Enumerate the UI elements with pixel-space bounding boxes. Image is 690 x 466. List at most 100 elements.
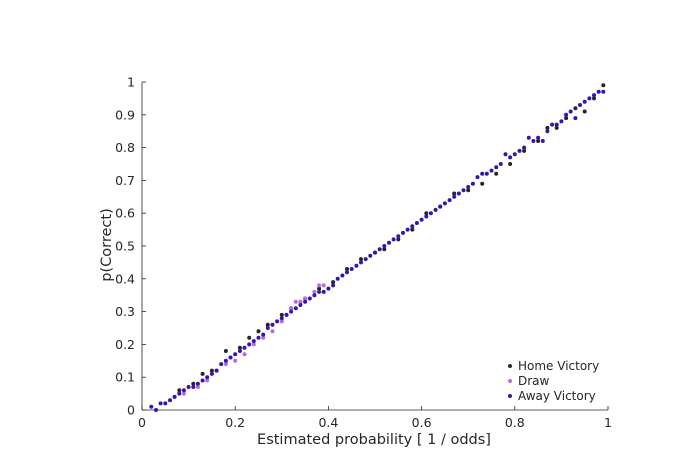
data-point (503, 152, 508, 157)
data-point (149, 404, 154, 409)
x-tick-label: 0.2 (225, 415, 245, 430)
data-point (293, 306, 298, 311)
data-point (568, 109, 573, 114)
data-point (205, 375, 210, 380)
data-point (191, 385, 196, 389)
data-point (373, 250, 377, 255)
data-point (470, 181, 475, 186)
x-tick-label: 0.4 (318, 415, 338, 430)
data-point (247, 342, 252, 347)
data-point (265, 322, 270, 327)
data-point (312, 293, 317, 298)
y-tick-label: 1 (127, 75, 135, 90)
data-point (466, 188, 471, 193)
data-point (186, 385, 191, 389)
axes: 0 0.2 0.4 0.6 0.8 1 0 0.1 0.2 0.3 0.4 0.5 0.6 0.7 0.8 0… (115, 75, 612, 431)
data-point (447, 198, 452, 203)
data-point (168, 398, 172, 403)
data-point (256, 335, 261, 340)
data-point (321, 289, 326, 294)
data-point (578, 103, 582, 107)
legend-label: Draw (518, 374, 550, 388)
data-point (317, 283, 322, 288)
data-point (195, 385, 200, 389)
data-point (424, 214, 429, 219)
data-point (536, 135, 541, 140)
data-point (177, 391, 182, 396)
data-points (149, 83, 606, 412)
data-point (335, 276, 340, 281)
data-point (349, 267, 354, 271)
data-point (265, 326, 270, 330)
data-point (522, 145, 527, 150)
data-point (233, 352, 238, 357)
data-point (484, 171, 489, 176)
data-point (410, 227, 415, 232)
data-point (177, 388, 182, 393)
data-point (237, 349, 242, 353)
data-point (200, 371, 205, 376)
data-point (275, 319, 280, 324)
data-point (531, 139, 536, 143)
y-tick-label: 0.6 (115, 206, 135, 221)
data-point (596, 89, 601, 94)
y-tick-label: 0.4 (115, 271, 135, 286)
y-tick-label: 0.9 (115, 107, 135, 122)
data-point (172, 394, 177, 399)
legend-label: Away Victory (518, 389, 596, 403)
data-point (428, 211, 433, 216)
data-point (573, 106, 578, 111)
data-point (303, 296, 308, 301)
y-tick-label: 0.7 (115, 173, 135, 188)
data-point (270, 322, 275, 327)
data-point (592, 96, 596, 101)
y-axis-label: p(Correct) (99, 208, 115, 281)
series-away-victory (149, 89, 606, 412)
data-point (545, 125, 550, 130)
data-point (293, 299, 298, 304)
data-point (405, 227, 410, 232)
data-point (382, 244, 387, 248)
data-point (223, 362, 228, 367)
data-point (242, 352, 247, 357)
y-tick-label: 0.2 (115, 337, 135, 352)
data-point (331, 280, 336, 285)
data-point (181, 391, 186, 396)
data-point (466, 185, 471, 189)
x-tick-label: 1 (604, 415, 612, 430)
data-point (219, 362, 224, 367)
data-point (508, 162, 513, 166)
data-point (582, 99, 587, 104)
data-point (526, 135, 531, 140)
data-point (331, 283, 336, 288)
data-point (289, 309, 294, 314)
data-point (480, 181, 485, 186)
data-point (396, 234, 401, 239)
data-point (256, 329, 261, 334)
data-point (345, 267, 349, 271)
legend-marker (508, 364, 512, 368)
data-point (545, 129, 550, 134)
x-tick-label: 0.8 (505, 415, 525, 430)
data-point (251, 342, 256, 347)
data-point (307, 296, 312, 301)
data-point (163, 401, 168, 406)
data-point (498, 162, 503, 166)
data-point (494, 165, 499, 170)
data-point (205, 378, 210, 383)
data-point (382, 247, 387, 252)
series-home-victory (177, 83, 606, 393)
data-point (181, 388, 186, 393)
data-point (359, 257, 363, 262)
data-point (452, 191, 457, 196)
data-point (419, 217, 424, 222)
data-point (191, 381, 196, 386)
x-tick-label: 0 (138, 415, 146, 430)
data-point (442, 201, 447, 206)
data-point (223, 358, 228, 363)
data-point (251, 339, 256, 344)
data-point (200, 378, 205, 383)
data-point (573, 116, 578, 121)
